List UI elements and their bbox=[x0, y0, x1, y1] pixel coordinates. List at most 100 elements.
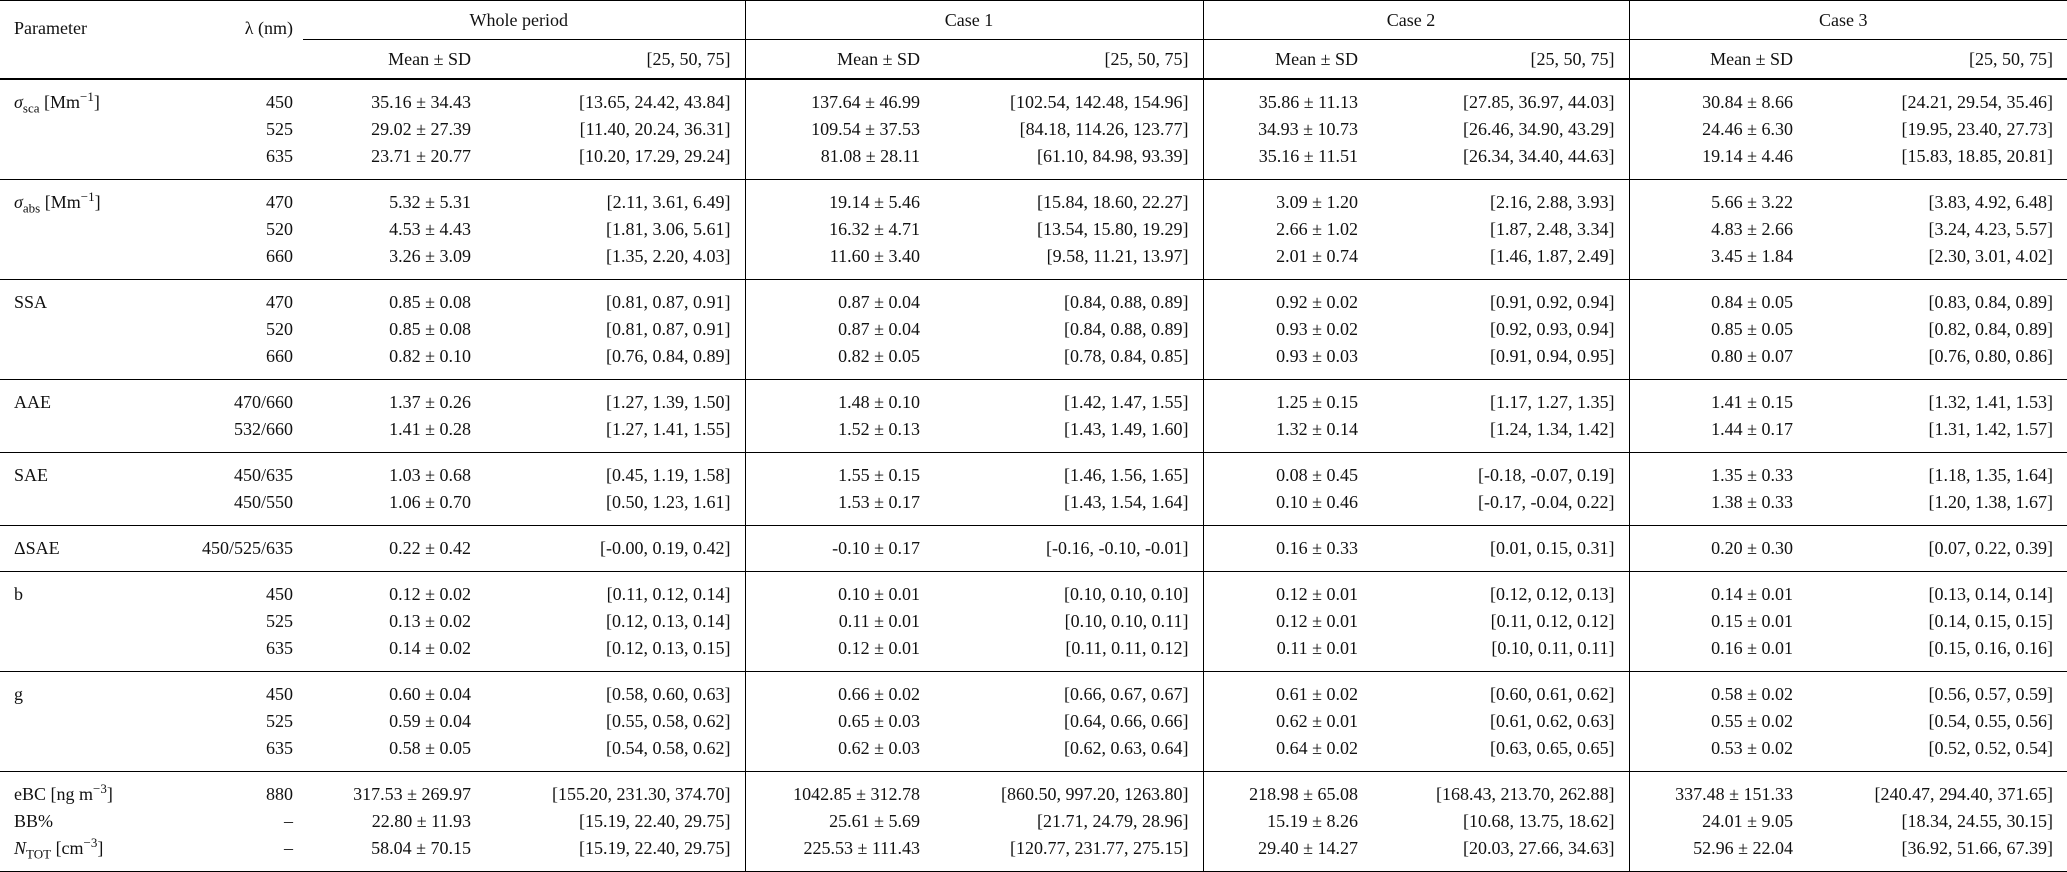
quartiles-cell: [15.19, 22.40, 29.75] bbox=[481, 808, 746, 835]
quartiles-cell: [1.43, 1.54, 1.64] bbox=[930, 489, 1204, 526]
parameter-cell: eBC [ng m−3] bbox=[0, 772, 190, 809]
quartiles-cell: [61.10, 84.98, 93.39] bbox=[930, 143, 1204, 180]
period-header: Case 2 bbox=[1203, 0, 1630, 40]
mean-sd-cell: 1.37 ± 0.26 bbox=[389, 392, 471, 412]
quartiles-cell: [3.83, 4.92, 6.48] bbox=[1928, 192, 2054, 212]
data-row: AAE 470/660 1.37 ± 0.26 [1.27, 1.39, 1.50] 1… bbox=[0, 379, 2067, 416]
wavelength-cell: 520 bbox=[266, 219, 293, 239]
mean-sd-cell: 0.14 ± 0.01 bbox=[1711, 584, 1793, 604]
parameter-group: SSA 470 0.85 ± 0.08 [0.81, 0.87, 0.91] 0.87 … bbox=[0, 279, 2067, 380]
mean-sd-cell: 0.58 ± 0.05 bbox=[389, 738, 471, 758]
wavelength-cell: 880 bbox=[266, 784, 293, 804]
quartiles-header: [25, 50, 75] bbox=[1969, 48, 2053, 69]
quartiles-cell: [0.10, 0.10, 0.11] bbox=[930, 608, 1204, 635]
mean-sd-cell: 11.60 ± 3.40 bbox=[829, 246, 920, 266]
mean-sd-cell: 0.11 ± 0.01 bbox=[838, 611, 920, 631]
data-row: 520 4.53 ± 4.43 [1.81, 3.06, 5.61] 16.32 ± … bbox=[0, 216, 2067, 243]
parameter-cell bbox=[0, 116, 190, 143]
mean-sd-cell: 0.85 ± 0.05 bbox=[1711, 319, 1793, 339]
quartiles-cell: [1.87, 2.48, 3.34] bbox=[1368, 216, 1630, 243]
mean-sd-cell: 0.80 ± 0.07 bbox=[1711, 346, 1793, 366]
wavelength-cell: – bbox=[284, 838, 293, 858]
data-row: g 450 0.60 ± 0.04 [0.58, 0.60, 0.63] 0.66 ± … bbox=[0, 671, 2067, 709]
quartiles-header: [25, 50, 75] bbox=[481, 39, 746, 79]
parameter-text: b bbox=[14, 584, 23, 604]
quartiles-cell: [0.12, 0.13, 0.14] bbox=[481, 608, 746, 635]
parameter-header: Parameter bbox=[14, 18, 87, 38]
mean-sd-header: Mean ± SD bbox=[1710, 48, 1793, 69]
mean-sd-cell: 1.03 ± 0.68 bbox=[389, 465, 471, 485]
data-row: 660 3.26 ± 3.09 [1.35, 2.20, 4.03] 11.60 ± … bbox=[0, 243, 2067, 280]
quartiles-cell: [0.54, 0.55, 0.56] bbox=[1928, 711, 2054, 731]
quartiles-cell: [0.50, 1.23, 1.61] bbox=[481, 489, 746, 526]
quartiles-cell: [1.43, 1.49, 1.60] bbox=[930, 416, 1204, 453]
mean-sd-cell: 0.08 ± 0.45 bbox=[1276, 465, 1358, 485]
parameter-text: eBC [ng m bbox=[14, 784, 93, 804]
parameter-cell bbox=[0, 316, 190, 343]
parameter-text: ΔSAE bbox=[14, 538, 60, 558]
quartiles-cell: [0.52, 0.52, 0.54] bbox=[1928, 738, 2054, 758]
quartiles-cell: [0.55, 0.58, 0.62] bbox=[481, 708, 746, 735]
quartiles-cell: [27.85, 36.97, 44.03] bbox=[1368, 79, 1630, 116]
data-row: σabs [Mm−1] 470 5.32 ± 5.31 [2.11, 3.61, 6.… bbox=[0, 179, 2067, 216]
wavelength-cell: 660 bbox=[266, 246, 293, 266]
data-row: SAE 450/635 1.03 ± 0.68 [0.45, 1.19, 1.58] 1… bbox=[0, 452, 2067, 489]
mean-sd-cell: 0.62 ± 0.01 bbox=[1276, 711, 1358, 731]
mean-sd-cell: 225.53 ± 111.43 bbox=[803, 838, 920, 858]
parameter-text: σ bbox=[14, 192, 23, 212]
quartiles-cell: [0.82, 0.84, 0.89] bbox=[1928, 319, 2054, 339]
quartiles-cell: [0.11, 0.11, 0.12] bbox=[930, 635, 1204, 672]
parameter-cell: BB% bbox=[0, 808, 190, 835]
quartiles-cell: [0.64, 0.66, 0.66] bbox=[930, 708, 1204, 735]
parameter-cell: σsca [Mm−1] bbox=[0, 79, 190, 116]
quartiles-cell: [0.81, 0.87, 0.91] bbox=[481, 279, 746, 316]
quartiles-cell: [1.46, 1.56, 1.65] bbox=[930, 452, 1204, 489]
period-header: Whole period bbox=[303, 0, 746, 40]
parameter-group: SAE 450/635 1.03 ± 0.68 [0.45, 1.19, 1.58] 1… bbox=[0, 452, 2067, 526]
quartiles-cell: [84.18, 114.26, 123.77] bbox=[930, 116, 1204, 143]
mean-sd-cell: 0.85 ± 0.08 bbox=[389, 292, 471, 312]
mean-sd-cell: 2.66 ± 1.02 bbox=[1276, 219, 1358, 239]
mean-sd-cell: 52.96 ± 22.04 bbox=[1693, 838, 1793, 858]
wavelength-cell: 635 bbox=[266, 146, 293, 166]
mean-sd-cell: 24.46 ± 6.30 bbox=[1702, 119, 1793, 139]
mean-sd-cell: 1.38 ± 0.33 bbox=[1711, 492, 1793, 512]
quartiles-cell: [15.84, 18.60, 22.27] bbox=[930, 179, 1204, 216]
quartiles-cell: [-0.18, -0.07, 0.19] bbox=[1368, 452, 1630, 489]
quartiles-cell: [0.54, 0.58, 0.62] bbox=[481, 735, 746, 772]
mean-sd-cell: 1.53 ± 0.17 bbox=[838, 492, 920, 512]
mean-sd-cell: 0.53 ± 0.02 bbox=[1711, 738, 1793, 758]
quartiles-cell: [0.61, 0.62, 0.63] bbox=[1368, 708, 1630, 735]
data-row: 525 0.13 ± 0.02 [0.12, 0.13, 0.14] 0.11 ± 0… bbox=[0, 608, 2067, 635]
quartiles-cell: [-0.00, 0.19, 0.42] bbox=[481, 525, 746, 572]
parameter-cell: g bbox=[0, 672, 190, 709]
mean-sd-cell: 34.93 ± 10.73 bbox=[1258, 119, 1358, 139]
wavelength-cell: 450 bbox=[266, 684, 293, 704]
data-row: 525 29.02 ± 27.39 [11.40, 20.24, 36.31] 109… bbox=[0, 116, 2067, 143]
parameter-text: σ bbox=[14, 92, 23, 112]
wavelength-cell: 450/550 bbox=[233, 492, 293, 512]
mean-sd-cell: 1.41 ± 0.15 bbox=[1711, 392, 1793, 412]
mean-sd-cell: 3.26 ± 3.09 bbox=[389, 246, 471, 266]
data-row: 635 23.71 ± 20.77 [10.20, 17.29, 29.24] 81.… bbox=[0, 143, 2067, 180]
parameter-text: ] bbox=[94, 192, 101, 212]
quartiles-cell: [0.10, 0.10, 0.10] bbox=[930, 571, 1204, 608]
wavelength-cell: 450 bbox=[266, 584, 293, 604]
quartiles-cell: [2.11, 3.61, 6.49] bbox=[481, 179, 746, 216]
parameter-text: ] bbox=[97, 838, 104, 858]
quartiles-cell: [0.12, 0.12, 0.13] bbox=[1368, 571, 1630, 608]
quartiles-cell: [0.66, 0.67, 0.67] bbox=[930, 671, 1204, 708]
quartiles-cell: [13.54, 15.80, 19.29] bbox=[930, 216, 1204, 243]
mean-sd-cell: 30.84 ± 8.66 bbox=[1702, 92, 1793, 112]
mean-sd-cell: 0.14 ± 0.02 bbox=[389, 638, 471, 658]
mean-sd-header: Mean ± SD bbox=[837, 48, 920, 69]
wavelength-cell: 470/660 bbox=[233, 392, 293, 412]
parameter-text: −3 bbox=[83, 835, 98, 850]
quartiles-cell: [0.81, 0.87, 0.91] bbox=[481, 316, 746, 343]
quartiles-cell: [1.27, 1.41, 1.55] bbox=[481, 416, 746, 453]
mean-sd-cell: 35.16 ± 11.51 bbox=[1258, 146, 1358, 166]
parameter-text: ] bbox=[106, 784, 113, 804]
mean-sd-cell: 58.04 ± 70.15 bbox=[371, 838, 471, 858]
